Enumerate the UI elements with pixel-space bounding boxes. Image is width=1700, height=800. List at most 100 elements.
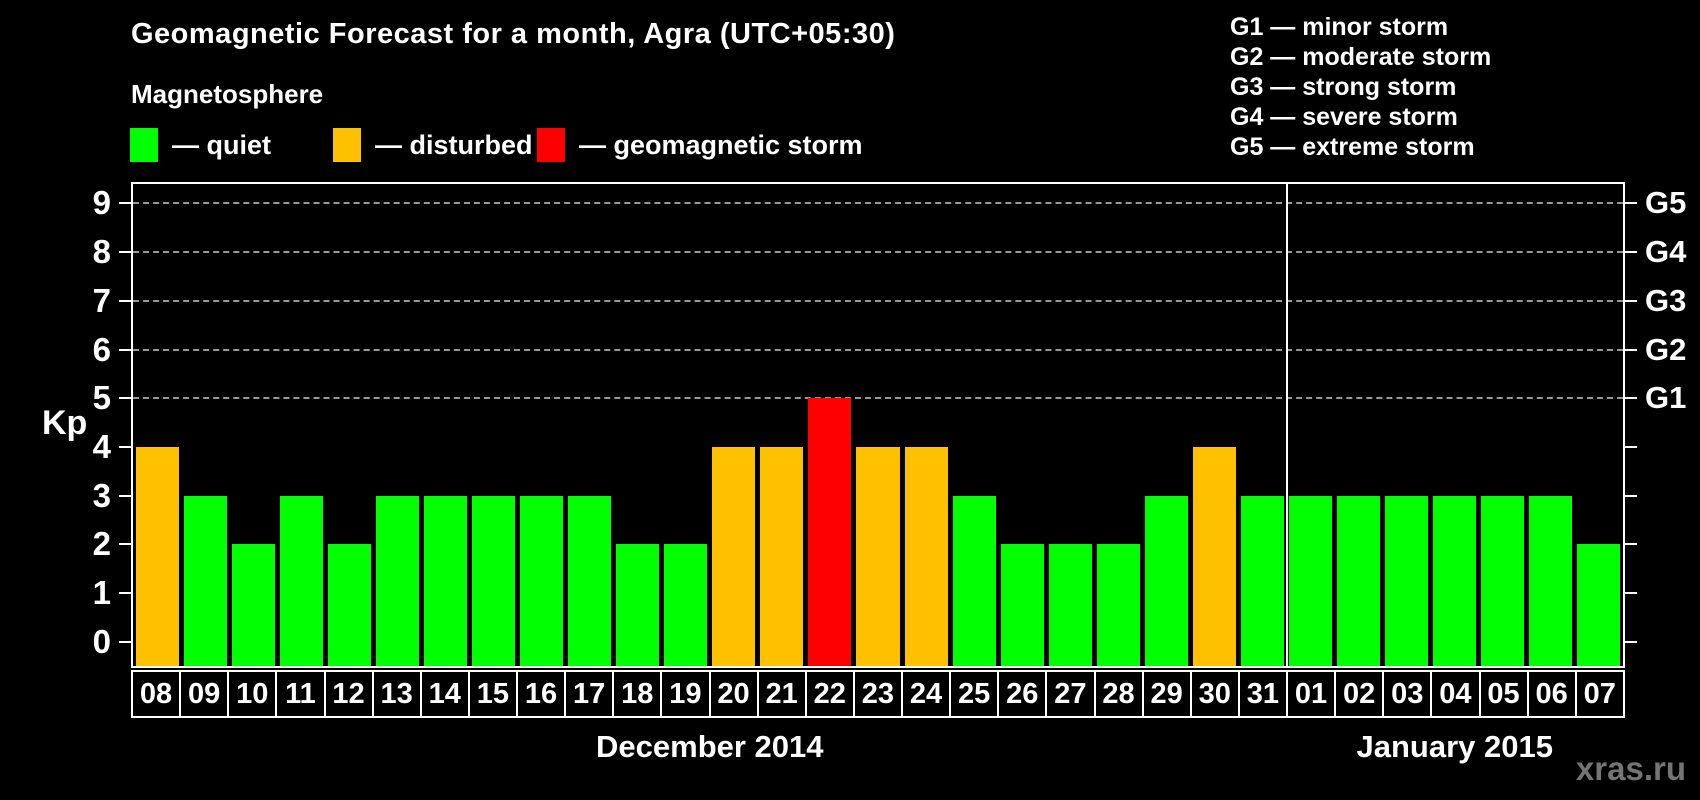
day-label: 04 [1430, 672, 1478, 716]
day-label: 19 [660, 672, 708, 716]
right-axis-tick [1625, 543, 1637, 546]
day-label: 23 [852, 672, 901, 716]
month-separator [1285, 184, 1288, 666]
legend-item-label: — quiet [172, 129, 271, 160]
kp-bar-02 [1337, 495, 1381, 666]
day-label: 09 [179, 672, 227, 716]
y-tick-label: 0 [92, 622, 111, 660]
kp-bar-17 [568, 495, 612, 666]
kp-bar-20 [712, 446, 756, 666]
day-label: 20 [708, 672, 757, 716]
kp-bar-10 [231, 544, 275, 666]
kp-bar-24 [904, 446, 948, 666]
day-label: 17 [564, 672, 612, 716]
gridline-kp5 [133, 397, 1623, 400]
y-tick-label: 7 [92, 281, 111, 319]
y-axis-tick [119, 251, 131, 254]
kp-bar-15 [471, 495, 515, 666]
day-label: 22 [804, 672, 853, 716]
right-axis-tick [1625, 397, 1637, 400]
legend-item-storm: — geomagnetic storm [537, 128, 863, 162]
y-axis-tick [119, 494, 131, 497]
storm-color-swatch [537, 128, 565, 162]
right-axis-tick [1625, 251, 1637, 254]
day-label: 18 [612, 672, 660, 716]
chart-title: Geomagnetic Forecast for a month, Agra (… [131, 18, 896, 50]
kp-bar-07 [1577, 544, 1621, 666]
kp-bar-08 [135, 446, 179, 666]
storm-scale-g3: G3 — strong storm [1230, 73, 1457, 101]
magnetosphere-legend: — quiet — disturbed — geomagnetic storm [0, 128, 1100, 168]
day-label: 16 [516, 672, 564, 716]
y-axis-tick [119, 348, 131, 351]
kp-bar-01 [1289, 495, 1333, 666]
x-axis-day-labels: 08 09 10 11 12 13 14 15 16 17 18 19 20 21 22 23 24 25 26 27… [131, 670, 1625, 718]
kp-bar-03 [1385, 495, 1429, 666]
watermark: xras.ru [1575, 750, 1686, 787]
kp-bar-31 [1240, 495, 1285, 666]
day-label: 10 [227, 672, 275, 716]
y-axis-tick [119, 397, 131, 400]
day-label: 27 [1045, 672, 1093, 716]
y-axis-tick [119, 591, 131, 594]
kp-bar-11 [279, 495, 323, 666]
kp-bar-18 [616, 544, 660, 666]
y-axis-tick [119, 202, 131, 205]
day-label: 21 [756, 672, 805, 716]
gridline-kp6 [133, 348, 1623, 351]
day-label: 26 [997, 672, 1045, 716]
gridline-kp8 [133, 251, 1623, 254]
kp-bar-09 [183, 495, 227, 666]
g-scale-label-g1: G1 [1645, 380, 1687, 416]
y-tick-label: 4 [92, 427, 111, 465]
plot-area: 0 1 2 3 4 5 6 7 8 9 G1 G2 G3 G4 G5 [93, 182, 1686, 668]
day-label: 08 [139, 677, 173, 710]
storm-scale-g5: G5 — extreme storm [1230, 133, 1475, 161]
y-tick-label: 3 [92, 476, 111, 514]
day-label: 24 [901, 672, 949, 716]
kp-bar-29 [1144, 495, 1188, 666]
kp-bar-06 [1529, 495, 1573, 666]
g-scale-label-g2: G2 [1645, 331, 1687, 367]
kp-bar-26 [1000, 544, 1044, 666]
kp-bar-22 [808, 398, 852, 666]
day-label: 01 [1286, 672, 1334, 716]
y-tick-label: 6 [92, 330, 111, 368]
day-label: 05 [1478, 672, 1527, 716]
y-tick-label: 1 [92, 573, 111, 611]
gridline-kp9 [133, 202, 1623, 205]
day-label: 06 [1526, 672, 1575, 716]
day-label: 15 [467, 672, 516, 716]
month-caption: December 2014 [596, 729, 824, 764]
day-label: 29 [1141, 672, 1190, 716]
kp-bar-28 [1096, 544, 1140, 666]
y-axis-tick [119, 299, 131, 302]
day-label: 25 [949, 672, 997, 716]
kp-bar-23 [856, 446, 900, 666]
day-label: 02 [1334, 672, 1382, 716]
day-label: 31 [1237, 672, 1286, 716]
g-scale-label-g3: G3 [1645, 282, 1687, 318]
kp-bar-16 [520, 495, 564, 666]
kp-bar-12 [327, 544, 371, 666]
kp-bar-14 [423, 495, 467, 666]
y-tick-label: 8 [92, 233, 111, 271]
right-axis-tick [1625, 445, 1637, 448]
right-axis-tick [1625, 299, 1637, 302]
g-scale-label-g4: G4 [1645, 234, 1687, 270]
day-label: 12 [323, 672, 372, 716]
day-label: 28 [1093, 672, 1142, 716]
g-scale-label-g5: G5 [1645, 185, 1687, 221]
chart-subtitle: Magnetosphere [131, 79, 324, 109]
kp-bar-25 [952, 495, 996, 666]
storm-scale-g1: G1 — minor storm [1230, 13, 1449, 41]
day-label: 11 [275, 672, 323, 716]
storm-scale-legend: G1 — minor storm G2 — moderate storm G3 … [1230, 12, 1491, 162]
quiet-color-swatch [130, 128, 158, 162]
legend-item-label: — geomagnetic storm [579, 129, 863, 160]
right-axis-tick [1625, 494, 1637, 497]
legend-item-disturbed: — disturbed [333, 128, 533, 162]
y-tick-label: 9 [92, 184, 111, 222]
y-tick-label: 2 [92, 525, 111, 563]
